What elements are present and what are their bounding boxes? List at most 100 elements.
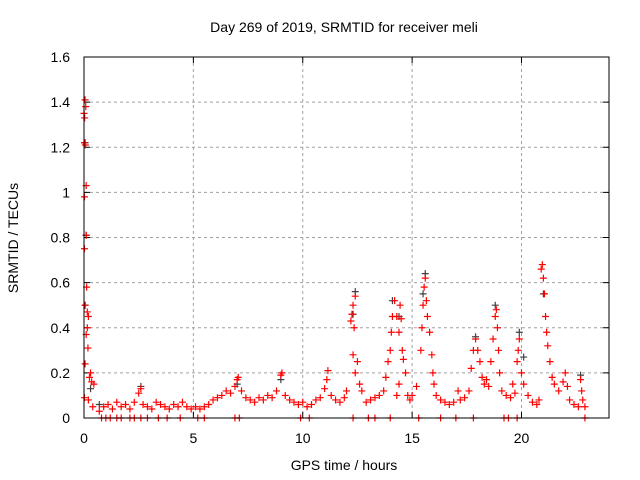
data-point-all [520, 353, 528, 361]
data-point-filtered [290, 398, 298, 406]
data-point-filtered [555, 387, 563, 395]
data-point-filtered [461, 394, 469, 402]
data-point-filtered [578, 387, 586, 395]
data-point-filtered [367, 396, 375, 404]
y-tick-label: 0 [62, 410, 70, 426]
data-point-filtered [170, 400, 178, 408]
data-point-filtered [472, 335, 480, 343]
data-point-filtered [281, 391, 289, 399]
x-tick-label: 20 [514, 430, 530, 446]
x-tick-label: 10 [295, 430, 311, 446]
data-point-filtered [209, 396, 217, 404]
data-point-filtered [561, 369, 569, 377]
data-point-filtered [316, 394, 324, 402]
data-point-filtered [450, 398, 458, 406]
data-point-filtered [533, 400, 541, 408]
y-tick-label: 0.8 [51, 230, 71, 246]
data-point-filtered [324, 367, 332, 375]
data-point-filtered [515, 335, 523, 343]
x-tick-label: 15 [404, 430, 420, 446]
data-point-filtered [387, 328, 395, 336]
data-point-filtered [84, 396, 92, 404]
data-point-filtered [566, 396, 574, 404]
data-point-filtered [308, 400, 315, 408]
data-point-filtered [259, 396, 267, 404]
data-point-filtered [520, 380, 528, 388]
data-point-filtered [399, 355, 407, 363]
data-point-filtered [535, 396, 543, 404]
data-point-filtered [349, 301, 357, 309]
data-point-filtered [577, 376, 585, 384]
data-point-filtered [81, 96, 89, 104]
data-point-filtered [417, 346, 425, 354]
data-point-filtered [495, 346, 503, 354]
data-point-filtered [524, 391, 532, 399]
data-point-filtered [559, 378, 567, 386]
data-point-filtered [81, 141, 89, 149]
data-point-filtered [420, 283, 428, 291]
data-point-filtered [502, 391, 510, 399]
data-point-filtered [117, 403, 125, 411]
x-tick-label: 0 [80, 430, 88, 446]
data-point-filtered [348, 310, 356, 318]
data-point-filtered [375, 391, 383, 399]
data-point-filtered [384, 358, 392, 366]
y-tick-label: 0.4 [51, 320, 71, 336]
data-point-filtered [498, 387, 506, 395]
data-point-filtered [465, 387, 473, 395]
data-point-filtered [396, 301, 404, 309]
data-point-filtered [406, 396, 414, 404]
data-point-filtered [205, 400, 213, 408]
data-point-filtered [550, 380, 558, 388]
data-point-filtered [395, 328, 403, 336]
data-point-filtered [380, 387, 388, 395]
data-point-filtered [84, 312, 92, 320]
data-point-filtered [294, 400, 302, 408]
data-point-filtered [509, 380, 517, 388]
data-point-filtered [491, 312, 499, 320]
data-point-filtered [227, 389, 235, 397]
data-point-filtered [323, 376, 331, 384]
data-point-filtered [108, 405, 116, 413]
chart-title: Day 269 of 2019, SRMTID for receiver mel… [210, 19, 478, 35]
data-point-filtered [445, 400, 453, 408]
data-point-filtered [478, 373, 486, 381]
data-point-filtered [83, 324, 91, 332]
data-point-filtered [213, 394, 221, 402]
data-point-filtered [382, 373, 390, 381]
data-point-filtered [351, 292, 359, 300]
y-axis-label: SRMTID / TECUs [5, 183, 21, 293]
data-point-all [515, 328, 523, 336]
data-point-filtered [89, 403, 97, 411]
data-point-filtered [353, 358, 361, 366]
data-point-filtered [242, 394, 250, 402]
data-point-filtered [581, 403, 589, 411]
data-point-filtered [492, 306, 500, 314]
data-point-filtered [152, 398, 160, 406]
data-point-filtered [139, 400, 147, 408]
data-point-filtered [422, 297, 430, 305]
data-point-all [419, 290, 427, 298]
data-point-filtered [83, 308, 91, 316]
data-point-filtered [418, 324, 426, 332]
data-point-filtered [393, 391, 401, 399]
data-point-filtered [251, 398, 259, 406]
data-point-filtered [231, 382, 239, 390]
data-point-filtered [391, 297, 399, 305]
data-point-filtered [421, 274, 429, 282]
data-point-filtered [493, 324, 501, 332]
data-point-filtered [104, 400, 112, 408]
data-point-filtered [81, 360, 89, 368]
y-tick-label: 1.2 [51, 139, 71, 155]
data-point-filtered [174, 403, 182, 411]
data-point-filtered [518, 369, 525, 377]
data-point-filtered [312, 396, 320, 404]
data-point-filtered [474, 346, 482, 354]
data-point-filtered [222, 387, 230, 395]
data-point-filtered [196, 405, 204, 413]
data-point-filtered [543, 328, 551, 336]
data-point-filtered [350, 324, 358, 332]
data-point-filtered [489, 335, 497, 343]
data-point-filtered [264, 391, 272, 399]
